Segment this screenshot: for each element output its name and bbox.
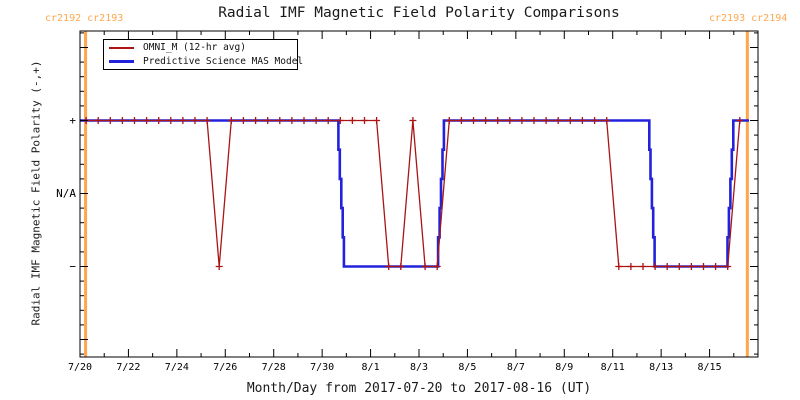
x-tick-label: 7/20: [68, 362, 92, 373]
x-axis-title: Month/Day from 2017-07-20 to 2017-08-16 …: [246, 381, 592, 396]
x-tick-label: 8/3: [410, 362, 428, 373]
legend: OMNI_M (12-hr avg) Predictive Science MA…: [103, 39, 303, 70]
x-tick-label: 7/24: [165, 362, 189, 373]
x-tick-label: 8/7: [507, 362, 525, 373]
legend-line-sample-mas: [109, 60, 134, 63]
y-tick-label: −: [69, 260, 76, 273]
series-line-omni: [86, 119, 741, 268]
x-tick-label: 8/1: [362, 362, 380, 373]
x-tick-label: 7/26: [213, 362, 237, 373]
legend-entry-omni: OMNI_M (12-hr avg): [104, 41, 297, 55]
legend-label-omni: OMNI_M (12-hr avg): [143, 41, 246, 53]
axes-and-ticks: [79, 30, 759, 358]
x-tick-label: 8/15: [698, 362, 722, 373]
x-tick-label: 8/9: [555, 362, 573, 373]
data-series: [80, 117, 749, 270]
legend-line-sample-omni: [109, 46, 134, 49]
carrington-boundary-label-right: cr2193 cr2194: [709, 13, 788, 24]
carrington-boundary-lines: [84, 31, 749, 357]
x-tick-label: 7/28: [262, 362, 286, 373]
y-tick-label: +: [69, 114, 76, 127]
x-tick-label: 8/5: [458, 362, 476, 373]
legend-entry-mas: Predictive Science MAS Model: [104, 55, 303, 69]
carrington-boundary-label-left: cr2192 cr2193: [45, 13, 124, 24]
y-axis-title: Radial IMF Magnetic Field Polarity (-,+): [29, 60, 43, 326]
page-title: Radial IMF Magnetic Field Polarity Compa…: [218, 5, 620, 21]
legend-label-mas: Predictive Science MAS Model: [143, 55, 304, 67]
x-tick-label: 7/30: [310, 362, 334, 373]
x-tick-label: 8/13: [649, 362, 673, 373]
y-tick-label: N/A: [56, 187, 76, 200]
x-tick-label: 8/11: [601, 362, 625, 373]
x-tick-label: 7/22: [116, 362, 140, 373]
series-plus-markers: [82, 117, 744, 270]
tick-labels: 7/20 7/22 7/24 7/26 7/28 7/30 8/1 8/3 8/5 8/7 8/9 8…: [56, 114, 721, 373]
